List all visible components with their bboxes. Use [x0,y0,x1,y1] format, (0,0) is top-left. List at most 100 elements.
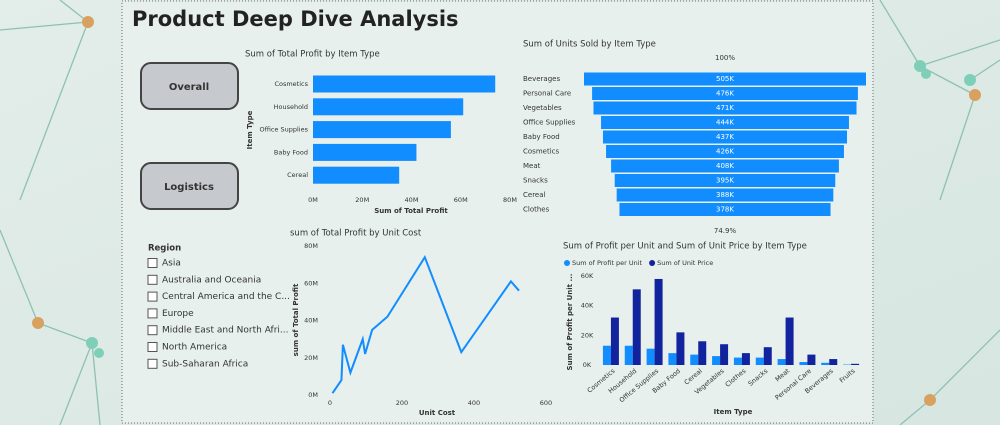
x-tick-label: 0 [328,399,332,407]
value-label: 444K [716,119,734,127]
nav-button-label[interactable]: Overall [169,82,209,93]
legend-label: Sum of Unit Price [657,259,713,267]
bar [313,167,399,184]
slicer-option[interactable]: Australia and Oceania [162,275,261,285]
y-axis-label: sum of Total Profit [292,283,300,356]
chart-title: Sum of Profit per Unit and Sum of Unit P… [563,242,807,252]
x-tick-label: 40M [405,196,419,204]
category-label: Meat [523,162,541,170]
y-tick-label: Office Supplies [259,126,308,134]
value-label: 476K [716,90,734,98]
bar [676,332,684,365]
chart-title: Sum of Total Profit by Item Type [245,50,380,60]
value-label: 471K [716,104,734,112]
bar [611,318,619,365]
legend-label: Sum of Profit per Unit [572,259,643,267]
slicer-option[interactable]: North America [162,343,227,353]
value-label: 378K [716,206,734,214]
page-title: Product Deep Dive Analysis [132,7,459,31]
x-tick-label: 0M [308,196,318,204]
bar [851,364,859,365]
y-tick-label: 40K [581,302,594,310]
bar [807,355,815,365]
y-axis-label: Sum of Profit per Unit ... [566,274,574,371]
x-tick-label: 80M [503,196,517,204]
y-tick-label: Cereal [287,171,308,179]
bar [734,358,742,365]
category-label: Vegetables [523,104,562,112]
value-label: 437K [716,133,734,141]
bar [764,347,772,365]
x-tick-label: 60M [454,196,468,204]
bar [655,279,663,365]
y-tick-label: 60K [581,272,594,280]
category-label: Cosmetics [523,148,559,156]
category-label: Cereal [523,191,546,199]
y-tick-label: 40M [304,317,318,325]
category-label: Office Supplies [523,119,576,127]
bar [633,289,641,365]
bar [313,98,463,115]
y-tick-label: 20K [581,331,594,339]
y-tick-label: 0K [583,361,592,369]
legend-marker [649,260,655,266]
bar [799,362,807,365]
x-axis-label: Unit Cost [419,409,456,417]
slicer-option[interactable]: Middle East and North Afri... [162,326,288,336]
legend-marker [564,260,570,266]
bar [712,356,720,365]
value-label: 426K [716,148,734,156]
bar [313,144,416,161]
category-label: Personal Care [523,90,571,98]
bar [313,121,451,138]
bar [829,359,837,365]
bar [821,363,829,365]
y-tick-label: 0M [308,391,318,399]
slicer-checkbox[interactable] [148,259,157,268]
chart-title: Sum of Units Sold by Item Type [523,40,656,50]
bar [778,359,786,365]
bar [786,318,794,365]
y-tick-label: 60M [304,279,318,287]
y-axis-label: Item Type [246,110,254,149]
slicer-checkbox[interactable] [148,275,157,284]
bar [698,341,706,365]
slicer-checkbox[interactable] [148,359,157,368]
value-label: 408K [716,162,734,170]
bar [603,346,611,365]
x-tick-label: 200 [396,399,408,407]
value-label: 395K [716,177,734,185]
funnel-top-label: 100% [715,54,735,62]
nav-button-label[interactable]: Logistics [164,182,214,193]
bar [720,344,728,365]
value-label: 388K [716,191,734,199]
category-label: Clothes [523,206,550,214]
slicer-option[interactable]: Asia [162,259,181,269]
y-tick-label: 80M [304,242,318,250]
chart-title: sum of Total Profit by Unit Cost [290,229,422,239]
bar [756,358,764,365]
slicer-checkbox[interactable] [148,292,157,301]
slicer-option[interactable]: Sub-Saharan Africa [162,359,248,369]
slicer-checkbox[interactable] [148,326,157,335]
y-tick-label: 20M [304,354,318,362]
slicer-checkbox[interactable] [148,309,157,318]
x-tick-label: 20M [355,196,369,204]
bar [690,355,698,365]
category-label: Snacks [523,177,548,185]
funnel-bottom-label: 74.9% [714,227,737,235]
x-tick-label: 600 [540,399,552,407]
slicer-title: Region [148,244,181,254]
category-label: Baby Food [523,133,560,141]
x-axis-label: Sum of Total Profit [374,207,448,215]
slicer-checkbox[interactable] [148,343,157,352]
slicer-option[interactable]: Central America and the C... [162,292,290,302]
bar [625,346,633,365]
bar [313,76,495,93]
y-tick-label: Household [274,103,308,111]
slicer-option[interactable]: Europe [162,309,194,319]
y-tick-label: Baby Food [274,148,308,156]
bar [647,349,655,365]
